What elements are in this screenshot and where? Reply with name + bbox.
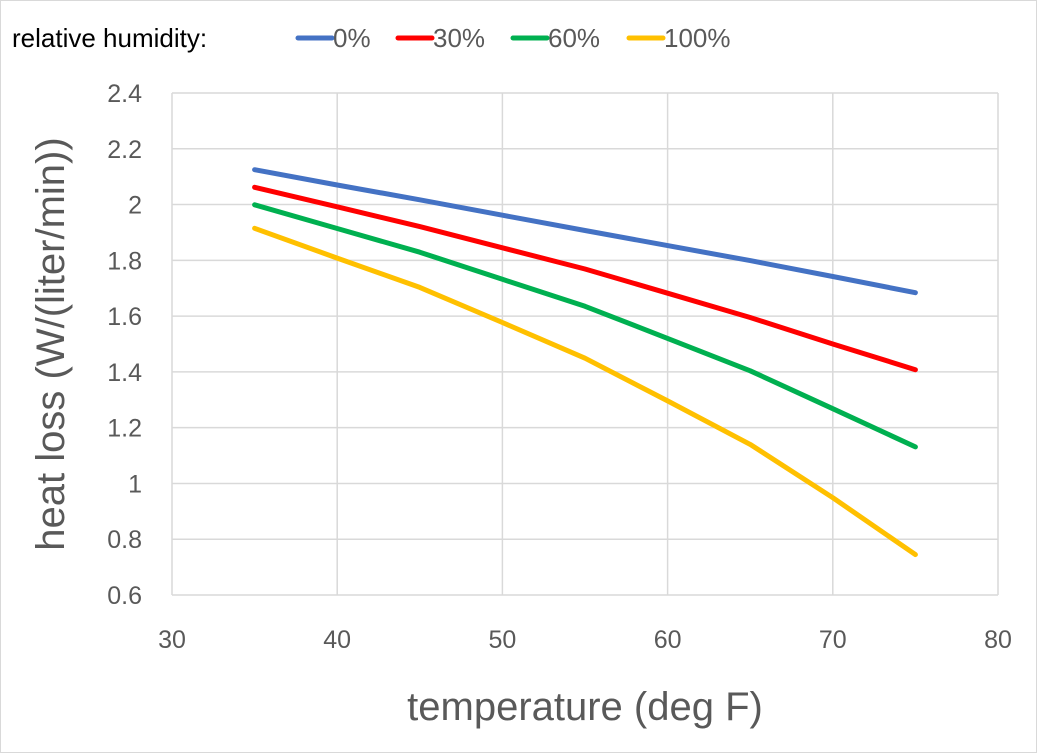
legend-label: 0% bbox=[333, 23, 371, 53]
legend-label: 30% bbox=[433, 23, 485, 53]
y-tick-label: 0.8 bbox=[107, 526, 142, 554]
gridlines bbox=[171, 92, 999, 596]
y-tick-label: 1.8 bbox=[107, 247, 142, 275]
x-tick-label: 30 bbox=[158, 626, 186, 654]
x-tick-label: 70 bbox=[819, 626, 847, 654]
x-tick-label: 80 bbox=[984, 626, 1012, 654]
y-tick-label: 2 bbox=[128, 192, 142, 220]
y-tick-label: 1.2 bbox=[107, 415, 142, 443]
series-line-0pct bbox=[252, 167, 918, 296]
series-line-100pct bbox=[252, 225, 918, 558]
legend-title: relative humidity: bbox=[12, 23, 207, 53]
legend-label: 60% bbox=[548, 23, 600, 53]
series-lines bbox=[252, 167, 918, 558]
series-line-30pct bbox=[252, 184, 918, 373]
x-tick-label: 50 bbox=[488, 626, 516, 654]
y-tick-label: 1 bbox=[128, 470, 142, 498]
y-tick-labels: 0.6 0.8 1 1.2 1.4 1.6 1.8 2 2.2 2.4 bbox=[107, 80, 142, 610]
legend-label: 100% bbox=[664, 23, 731, 53]
y-tick-label: 0.6 bbox=[107, 582, 142, 610]
series-line-60pct bbox=[252, 202, 918, 450]
y-tick-label: 2.2 bbox=[107, 136, 142, 164]
y-tick-label: 1.6 bbox=[107, 303, 142, 331]
x-tick-labels: 30 40 50 60 70 80 bbox=[158, 626, 1012, 654]
y-axis-label: heat loss (W/(liter/min)) bbox=[29, 137, 73, 550]
x-tick-label: 60 bbox=[654, 626, 682, 654]
y-tick-label: 1.4 bbox=[107, 359, 142, 387]
x-axis-label: temperature (deg F) bbox=[407, 685, 763, 729]
x-tick-label: 40 bbox=[323, 626, 351, 654]
legend: relative humidity: 0% 30% 60% 100% bbox=[12, 23, 731, 53]
y-tick-label: 2.4 bbox=[107, 80, 142, 108]
